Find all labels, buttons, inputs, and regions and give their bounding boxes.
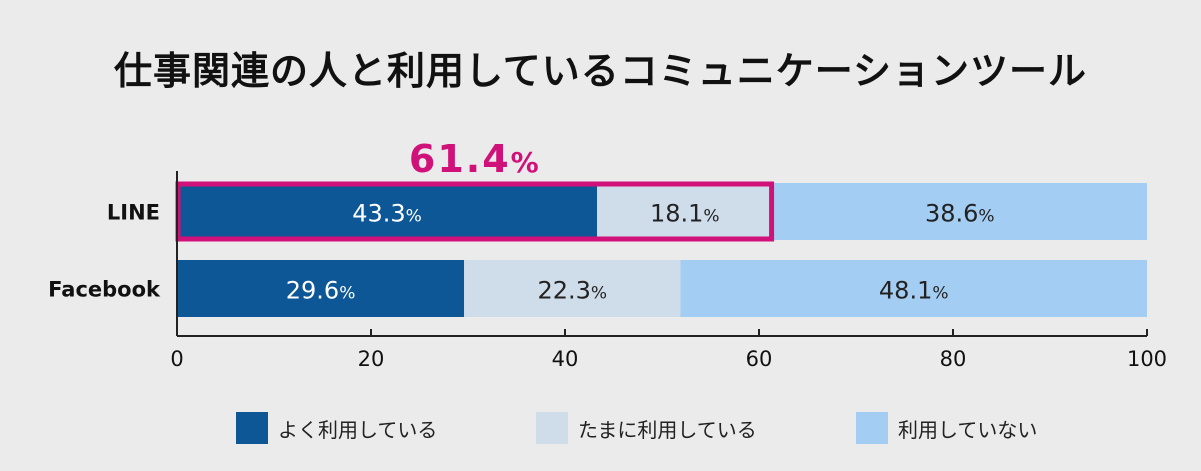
legend-item-never: 利用していない — [856, 412, 1037, 444]
x-tick-label-60: 60 — [746, 347, 773, 371]
legend-swatch-never — [856, 412, 888, 444]
category-label-facebook: Facebook — [48, 278, 161, 302]
legend-swatch-often — [236, 412, 268, 444]
data-label-line-2: 38.6% — [925, 200, 995, 228]
x-tick-label-40: 40 — [552, 347, 579, 371]
data-label-facebook-1: 22.3% — [537, 277, 607, 305]
legend-label-never: 利用していない — [898, 417, 1038, 442]
bar-facebook-2 — [680, 260, 1147, 317]
bar-line-2 — [772, 183, 1147, 240]
x-tick-label-100: 100 — [1127, 347, 1167, 371]
category-label-line: LINE — [107, 201, 160, 225]
chart-title: 仕事関連の人と利用しているコミュニケーションツール — [113, 49, 1088, 93]
legend-label-sometimes: たまに利用している — [578, 417, 757, 442]
bar-facebook-1 — [464, 260, 681, 317]
x-tick-label-20: 20 — [358, 347, 385, 371]
data-label-line-1: 18.1% — [650, 200, 720, 228]
highlight-label: 61.4% — [409, 137, 541, 181]
legend-item-sometimes: たまに利用している — [536, 412, 757, 444]
data-label-line-0: 43.3% — [352, 200, 422, 228]
legend-label-often: よく利用している — [278, 417, 438, 442]
data-label-facebook-2: 48.1% — [879, 277, 949, 305]
x-tick-label-80: 80 — [940, 347, 967, 371]
bar-facebook-0 — [177, 260, 465, 317]
legend-swatch-sometimes — [536, 412, 568, 444]
data-label-facebook-0: 29.6% — [286, 277, 356, 305]
x-tick-label-0: 0 — [170, 347, 183, 371]
bar-line-1 — [597, 183, 773, 240]
legend-item-often: よく利用している — [236, 412, 437, 444]
bar-line-0 — [177, 183, 598, 240]
